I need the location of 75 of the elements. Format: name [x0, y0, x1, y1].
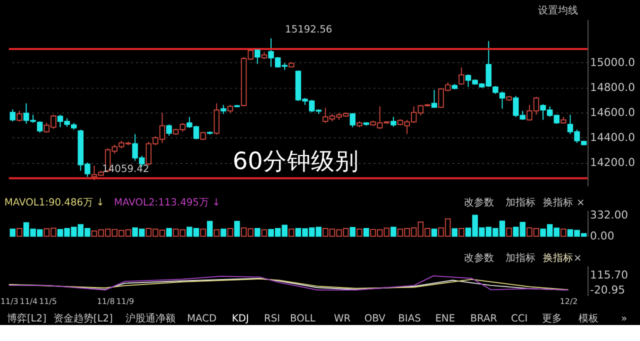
- candlestick: [390, 116, 396, 128]
- text: BIAS: [398, 313, 421, 324]
- y-tick-label: 14600.0: [590, 106, 636, 119]
- text: MAVOL1:90.486万 ↓: [4, 198, 104, 209]
- y-tick-label: 14800.0: [590, 80, 636, 94]
- text: CCI: [510, 313, 528, 324]
- bar: [166, 228, 172, 237]
- x-tick-label: 11/9: [116, 296, 134, 306]
- annotation: 60分钟级别: [232, 146, 359, 175]
- bar: [560, 228, 566, 237]
- candlestick: [431, 89, 438, 108]
- text: 沪股通净额: [125, 312, 176, 324]
- text: 加指标: [505, 252, 536, 264]
- y-tick-label: 15000.0: [590, 56, 636, 69]
- candlestick: [214, 102, 220, 136]
- y-tick-label: 14200.0: [590, 156, 636, 170]
- candlestick: [220, 104, 226, 114]
- bar: [227, 228, 234, 237]
- x-tick-label: 11/4: [20, 296, 38, 306]
- candlestick: [16, 110, 22, 122]
- bar: [390, 226, 396, 237]
- text: 更多: [542, 312, 562, 324]
- text: BOLL: [290, 313, 316, 324]
- bar: [10, 228, 16, 237]
- bar: [458, 228, 464, 237]
- candlestick: [10, 108, 16, 122]
- text: 换指标: [542, 196, 573, 209]
- bar: [200, 228, 206, 237]
- text: ×: [576, 198, 585, 209]
- text: ×: [574, 252, 582, 264]
- text: 资金趋势[L2]: [53, 312, 113, 324]
- y-tick-label: 14400.0: [590, 130, 636, 144]
- bar: [206, 220, 213, 237]
- candlestick: [458, 66, 464, 86]
- annotation: 15192.56: [285, 24, 332, 36]
- text: OBV: [364, 313, 386, 324]
- bar: [288, 228, 294, 237]
- candlestick: [166, 124, 172, 136]
- bar: [356, 228, 362, 237]
- text: 改参数: [464, 196, 494, 209]
- bar: [16, 228, 22, 237]
- bar: [350, 227, 356, 237]
- text: 博弈[L2]: [6, 312, 46, 324]
- text: MAVOL2:113.495万 ↓: [114, 198, 220, 209]
- bar: [234, 220, 240, 237]
- text: RSI: [264, 313, 280, 324]
- text: BRAR: [470, 313, 498, 324]
- candlestick: [36, 120, 43, 134]
- bar: [214, 229, 220, 237]
- text: KDJ: [232, 313, 249, 324]
- candlestick: [350, 112, 356, 128]
- bar: [431, 228, 438, 237]
- text: WR: [334, 313, 351, 324]
- text: 设置均线: [538, 4, 578, 17]
- bar: [363, 228, 370, 237]
- x-tick-label: 11/3: [0, 296, 18, 306]
- bar: [261, 229, 268, 237]
- y-tick-label: 332.00: [590, 208, 628, 222]
- text: »: [621, 313, 628, 324]
- x-tick-label: 11/5: [39, 296, 57, 306]
- bar: [452, 228, 458, 237]
- text: 换指标: [542, 252, 573, 264]
- text: ENE: [435, 313, 456, 324]
- x-tick-label: 12/2: [560, 296, 578, 306]
- bar: [254, 228, 260, 237]
- y-tick-label: 115.70: [590, 268, 628, 282]
- y-tick-label: 0.00: [590, 230, 614, 243]
- text: 加指标: [505, 196, 536, 209]
- text: 改参数: [464, 252, 494, 264]
- text: MACD: [186, 313, 217, 324]
- bar: [220, 228, 226, 237]
- bar: [506, 228, 512, 237]
- x-tick-label: 11/8: [96, 296, 115, 306]
- y-tick-label: -20.95: [590, 284, 626, 297]
- text: 模板: [578, 312, 599, 324]
